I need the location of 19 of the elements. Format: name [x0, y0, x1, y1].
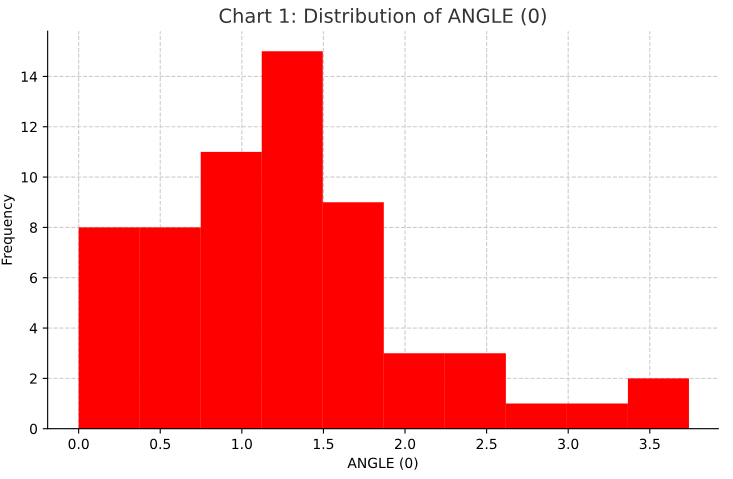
y-tick-label: 2	[30, 373, 37, 384]
y-tick-label: 8	[30, 222, 37, 233]
x-axis-title: ANGLE (0)	[347, 457, 418, 470]
x-tick-label: 3.0	[558, 438, 578, 450]
x-tick-label: 1.0	[232, 438, 252, 450]
x-tick-label: 2.5	[476, 438, 496, 450]
x-tick-label: 0.5	[150, 438, 170, 450]
x-tick-label: 2.0	[394, 438, 416, 450]
y-tick-label: 12	[22, 122, 37, 132]
x-tick-label: 1.5	[314, 438, 334, 450]
y-tick-label: 6	[30, 272, 38, 284]
y-tick-label: 4	[30, 323, 38, 334]
chart-title: Chart 1: Distribution of ANGLE (0)	[220, 8, 546, 26]
y-tick-label: 10	[22, 172, 37, 183]
y-tick-label: 0	[30, 424, 37, 434]
y-tick-label: 14	[22, 72, 38, 82]
y-axis-title: Frequency	[2, 194, 15, 264]
x-tick-label: 0.0	[68, 438, 89, 450]
x-tick-label: 3.5	[640, 438, 660, 450]
